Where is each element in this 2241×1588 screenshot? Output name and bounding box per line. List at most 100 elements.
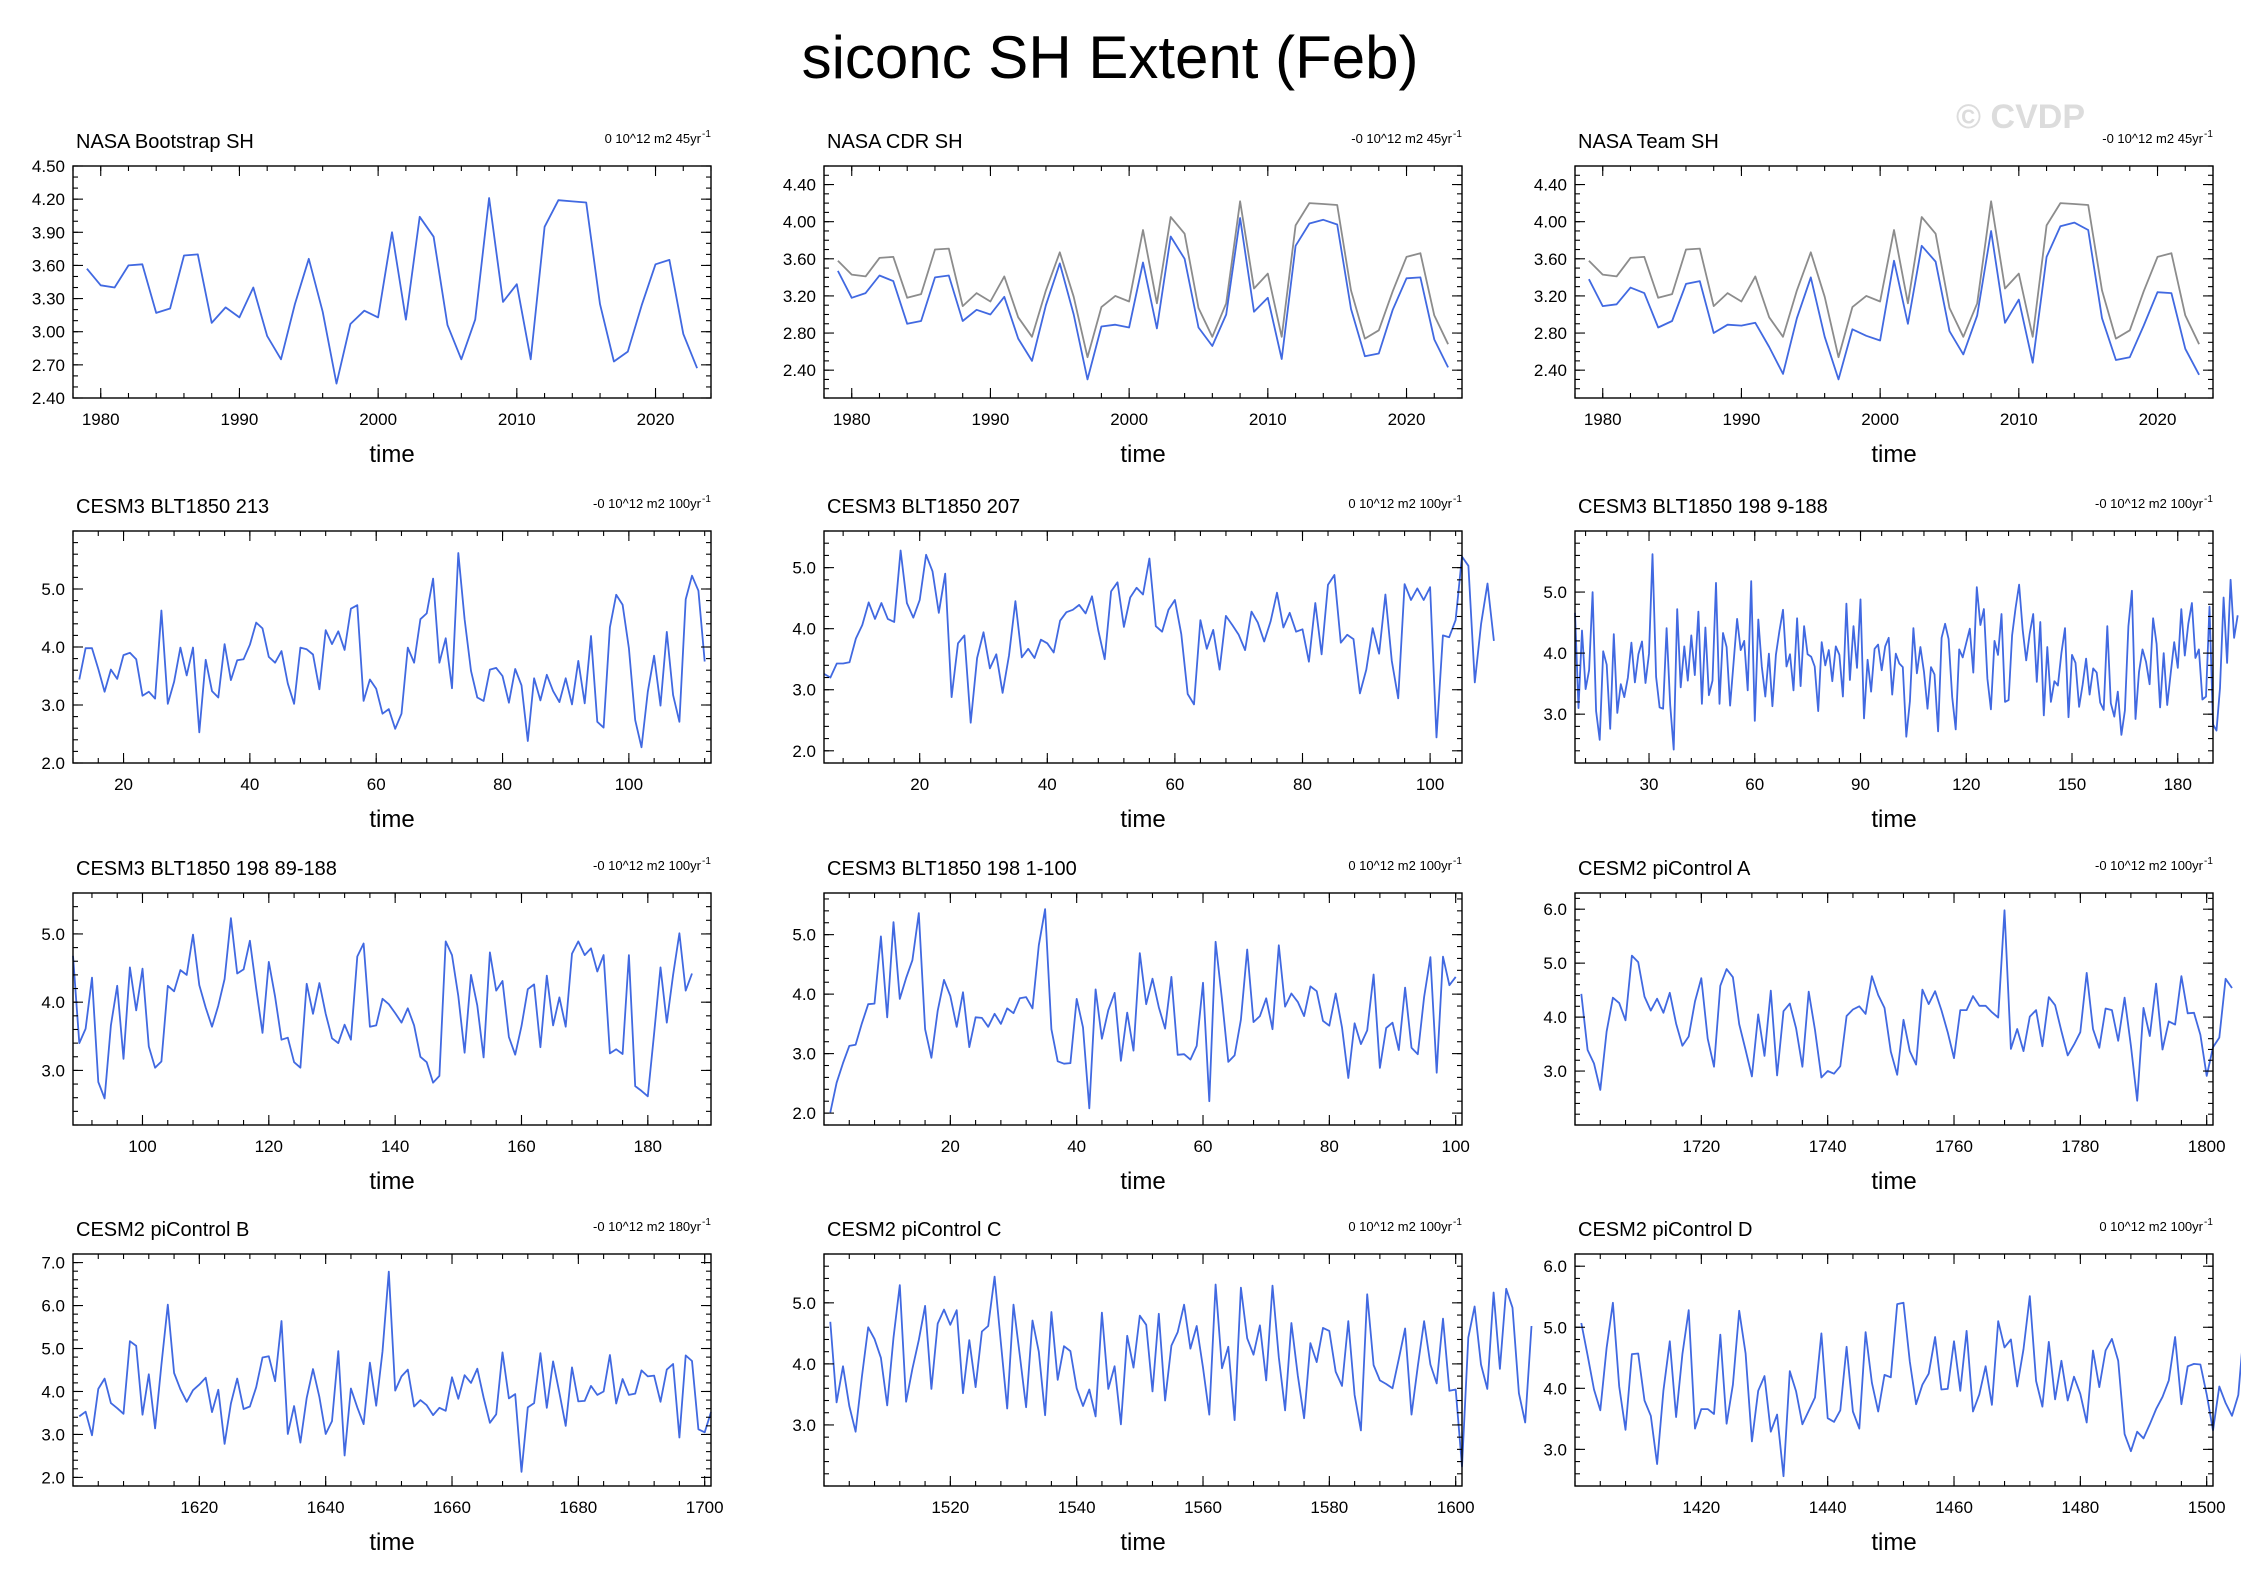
panel-grid: NASA Bootstrap SH 0 10^12 m2 45yr -1 2.40 2.… (32, 129, 2241, 1556)
x-axis-title: time (1871, 1168, 1916, 1195)
panel-6: CESM3 BLT1850 198 9-188 -0 10^12 m2 100yr… (1543, 494, 2239, 833)
y-tick-label: 4.0 (41, 1382, 65, 1401)
y-tick-label: 2.80 (1534, 324, 1567, 343)
trend-label: -0 10^12 m2 100yr (2095, 496, 2204, 511)
x-tick-label: 1980 (82, 410, 120, 429)
trend-exponent: -1 (2204, 494, 2213, 505)
panel-2: NASA CDR SH -0 10^12 m2 45yr -1 2.40 2.80 3.2… (783, 129, 1463, 468)
panel-title: CESM3 BLT1850 213 (76, 496, 269, 518)
x-tick-label: 1620 (180, 1498, 218, 1517)
panel-1: NASA Bootstrap SH 0 10^12 m2 45yr -1 2.40 2.… (32, 129, 712, 468)
y-tick-label: 3.0 (792, 1416, 816, 1435)
series-obs (86, 197, 698, 385)
x-tick-label: 1800 (2188, 1137, 2226, 1156)
y-tick-label: 3.60 (32, 256, 65, 275)
plot-frame (1574, 1253, 2214, 1487)
x-axis-title: time (1120, 441, 1165, 468)
x-tick-label: 2010 (1249, 410, 1287, 429)
y-tick-label: 5.0 (1543, 583, 1567, 602)
panel-11: CESM2 piControl C 0 10^12 m2 100yr -1 3.0 4.… (792, 1217, 1533, 1556)
trend-label: -0 10^12 m2 100yr (593, 858, 702, 873)
x-tick-label: 1700 (686, 1498, 724, 1517)
x-tick-label: 60 (1745, 775, 1764, 794)
trend-exponent: -1 (702, 494, 711, 505)
x-axis-title: time (1120, 806, 1165, 833)
plot-frame (72, 165, 712, 399)
trend-exponent: -1 (1453, 1217, 1462, 1228)
plot-frame (72, 1253, 712, 1487)
x-tick-label: 40 (1038, 775, 1057, 794)
x-tick-label: 20 (114, 775, 133, 794)
trend-exponent: -1 (2204, 856, 2213, 867)
y-tick-label: 4.00 (783, 213, 816, 232)
x-tick-label: 140 (381, 1137, 409, 1156)
y-tick-label: 3.30 (32, 290, 65, 309)
panel-title: NASA Team SH (1578, 131, 1719, 153)
series-obs (837, 217, 1449, 381)
x-tick-label: 120 (255, 1137, 283, 1156)
plot-frame (1574, 165, 2214, 399)
x-tick-label: 100 (1416, 775, 1444, 794)
x-axis-title: time (369, 1168, 414, 1195)
series-reference (837, 200, 1449, 359)
plot-frame (1574, 892, 2214, 1126)
y-tick-label: 5.0 (1543, 954, 1567, 973)
y-tick-label: 5.0 (41, 580, 65, 599)
y-tick-label: 4.50 (32, 157, 65, 176)
series-model (823, 549, 1495, 739)
x-tick-label: 1560 (1184, 1498, 1222, 1517)
x-tick-label: 100 (1441, 1137, 1469, 1156)
plot-frame (823, 892, 1463, 1126)
x-tick-label: 100 (615, 775, 643, 794)
x-tick-label: 60 (1165, 775, 1184, 794)
trend-label: -0 10^12 m2 45yr (1351, 131, 1452, 146)
plot-frame (823, 530, 1463, 764)
trend-label: 0 10^12 m2 45yr (605, 131, 702, 146)
x-tick-label: 1980 (1584, 410, 1622, 429)
y-tick-label: 3.20 (1534, 287, 1567, 306)
x-tick-label: 1480 (2061, 1498, 2099, 1517)
series-model (1580, 1295, 2241, 1478)
y-tick-label: 6.0 (41, 1297, 65, 1316)
panel-5: CESM3 BLT1850 207 0 10^12 m2 100yr -1 2.0 3.… (792, 494, 1495, 833)
y-tick-label: 4.0 (792, 620, 816, 639)
x-axis-title: time (369, 1529, 414, 1556)
x-tick-label: 80 (1293, 775, 1312, 794)
y-tick-label: 3.0 (1543, 1062, 1567, 1081)
y-tick-label: 2.0 (41, 754, 65, 773)
y-tick-label: 5.0 (41, 1340, 65, 1359)
trend-label: -0 10^12 m2 100yr (2095, 858, 2204, 873)
y-tick-label: 5.0 (792, 1294, 816, 1313)
x-tick-label: 1740 (1809, 1137, 1847, 1156)
y-tick-label: 4.0 (1543, 1379, 1567, 1398)
y-tick-label: 3.20 (783, 287, 816, 306)
y-tick-label: 3.0 (792, 681, 816, 700)
y-tick-label: 2.40 (1534, 361, 1567, 380)
x-axis-title: time (1120, 1168, 1165, 1195)
y-tick-label: 3.0 (1543, 705, 1567, 724)
panel-4: CESM3 BLT1850 213 -0 10^12 m2 100yr -1 2.0 3… (41, 494, 712, 833)
y-tick-label: 4.20 (32, 190, 65, 209)
trend-label: -0 10^12 m2 100yr (593, 496, 702, 511)
panel-title: CESM3 BLT1850 198 89-188 (76, 858, 337, 880)
x-tick-label: 1460 (1935, 1498, 1973, 1517)
x-axis-title: time (369, 806, 414, 833)
panel-title: NASA CDR SH (827, 131, 963, 153)
y-tick-label: 4.0 (1543, 644, 1567, 663)
y-tick-label: 4.0 (41, 638, 65, 657)
x-tick-label: 1420 (1682, 1498, 1720, 1517)
x-tick-label: 20 (910, 775, 929, 794)
series-obs (1588, 221, 2200, 381)
y-tick-label: 4.00 (1534, 213, 1567, 232)
x-tick-label: 60 (1194, 1137, 1213, 1156)
trend-label: 0 10^12 m2 100yr (1348, 1219, 1452, 1234)
x-tick-label: 2000 (1110, 410, 1148, 429)
panel-10: CESM2 piControl B -0 10^12 m2 180yr -1 2.0 3… (41, 1217, 723, 1556)
y-tick-label: 6.0 (1543, 900, 1567, 919)
x-tick-label: 80 (493, 775, 512, 794)
x-tick-label: 1780 (2061, 1137, 2099, 1156)
x-tick-label: 2010 (2000, 410, 2038, 429)
panel-title: CESM2 piControl A (1578, 858, 1751, 880)
panel-title: NASA Bootstrap SH (76, 131, 254, 153)
